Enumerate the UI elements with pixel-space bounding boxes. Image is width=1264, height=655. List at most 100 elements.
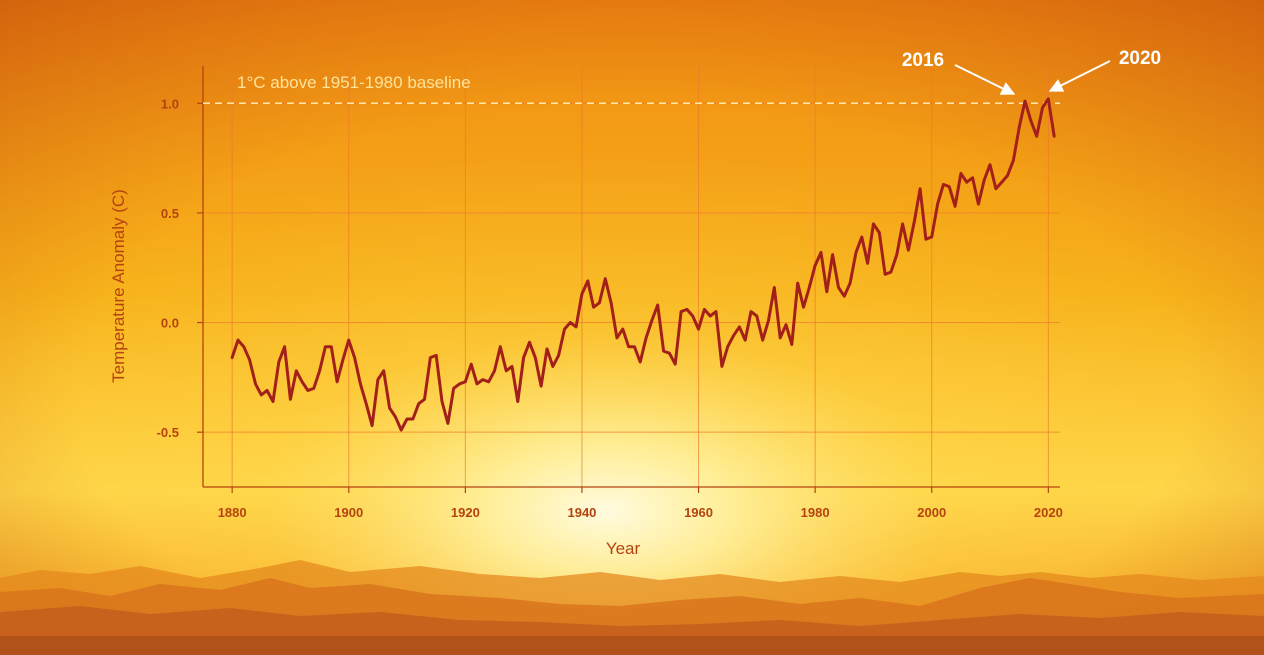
data-point-1906	[382, 369, 385, 372]
data-point-1920	[464, 380, 467, 383]
y-axis-title: Temperature Anomaly (C)	[109, 189, 128, 383]
data-point-1897	[330, 345, 333, 348]
data-point-1896	[324, 345, 327, 348]
data-point-1955	[668, 352, 671, 355]
data-point-1960	[697, 327, 700, 331]
data-point-1996	[907, 249, 910, 252]
data-point-2013	[1006, 174, 1009, 177]
data-point-2012	[1000, 181, 1003, 184]
data-point-1918	[452, 387, 455, 390]
data-point-1964	[720, 365, 724, 368]
temperature-anomaly-series-line	[230, 97, 1056, 432]
data-point-1931	[528, 341, 531, 344]
data-point-1887	[271, 400, 275, 403]
data-point-1895	[318, 369, 321, 372]
data-point-1961	[703, 308, 706, 311]
data-point-1889	[283, 345, 286, 348]
callout-2020-arrow	[1048, 60, 1111, 92]
callout-2016-label: 2016	[902, 50, 944, 71]
data-point-1951	[644, 336, 648, 340]
data-point-1942	[592, 306, 595, 309]
data-point-2003	[948, 185, 951, 188]
data-point-1903	[365, 402, 368, 405]
data-point-1963	[714, 310, 718, 313]
data-point-1922	[475, 382, 479, 386]
data-point-2015	[1018, 126, 1021, 129]
data-point-1948	[627, 345, 630, 348]
data-point-1912	[417, 402, 420, 405]
data-point-1940	[580, 292, 584, 296]
data-point-1999	[924, 238, 928, 241]
x-tick-label: 1920	[451, 505, 480, 520]
data-point-2001	[936, 202, 939, 206]
data-point-1936	[557, 354, 560, 357]
data-point-1973	[773, 286, 776, 289]
data-point-1953	[656, 303, 659, 307]
data-point-1983	[831, 253, 834, 256]
data-point-2005	[959, 172, 963, 175]
data-point-1932	[534, 356, 537, 359]
data-point-2004	[953, 205, 957, 208]
data-point-1958	[685, 308, 689, 311]
data-point-1993	[889, 270, 893, 274]
data-point-1979	[808, 286, 811, 289]
data-point-1915	[435, 354, 438, 357]
data-point-1938	[569, 321, 572, 324]
data-point-1990	[872, 222, 875, 226]
data-point-1911	[411, 417, 415, 421]
data-point-1893	[306, 389, 310, 392]
data-point-1941	[586, 279, 589, 283]
data-point-1994	[895, 253, 898, 256]
data-point-1881	[236, 338, 240, 342]
data-points	[230, 97, 1056, 432]
data-point-2000	[930, 235, 933, 239]
data-point-2007	[971, 176, 974, 179]
data-point-1937	[563, 327, 566, 331]
x-tick-labels: 1880 1900 1920 1940 1960 1980 2000 2020	[218, 487, 1063, 520]
data-point-1905	[376, 378, 380, 381]
data-point-1950	[639, 360, 642, 364]
data-point-1944	[604, 277, 607, 280]
data-point-1886	[265, 389, 269, 392]
data-point-1916	[440, 400, 444, 403]
x-tick-label: 2000	[917, 505, 946, 520]
data-point-2008	[977, 202, 980, 206]
data-point-1998	[918, 187, 922, 190]
data-point-1883	[248, 358, 251, 361]
data-point-1957	[679, 310, 683, 313]
y-tick-labels: 1.0 0.5 0.0 -0.5	[157, 96, 203, 440]
data-point-2021	[1053, 135, 1056, 138]
data-point-2020	[1047, 97, 1050, 101]
data-point-1987	[854, 251, 858, 254]
data-point-2014	[1012, 159, 1015, 162]
data-point-1959	[691, 314, 694, 318]
data-point-1919	[458, 382, 461, 386]
x-tick-label: 2020	[1034, 505, 1063, 520]
data-point-1880	[230, 356, 234, 359]
data-point-1894	[312, 387, 315, 390]
callout-2016-arrow	[954, 64, 1016, 95]
data-point-1882	[242, 345, 245, 348]
y-tick-label: 0.5	[161, 206, 179, 221]
data-point-1971	[761, 338, 764, 342]
data-point-1997	[913, 220, 916, 223]
data-point-1988	[860, 235, 863, 239]
data-point-1924	[487, 380, 490, 383]
data-point-2010	[988, 163, 992, 166]
data-point-2016	[1023, 99, 1027, 103]
data-point-1986	[848, 281, 852, 285]
data-point-2009	[983, 178, 986, 182]
data-point-1934	[545, 347, 549, 351]
data-point-1968	[744, 338, 747, 342]
data-point-1966	[732, 334, 735, 337]
data-point-1976	[790, 343, 793, 346]
data-point-1975	[784, 323, 788, 326]
data-point-1962	[709, 314, 712, 318]
y-tick-label: 0.0	[161, 316, 179, 331]
data-point-1910	[405, 417, 409, 421]
data-point-2018	[1035, 135, 1038, 138]
data-point-1926	[499, 345, 502, 348]
data-point-1980	[813, 264, 817, 267]
data-point-1884	[254, 382, 257, 386]
